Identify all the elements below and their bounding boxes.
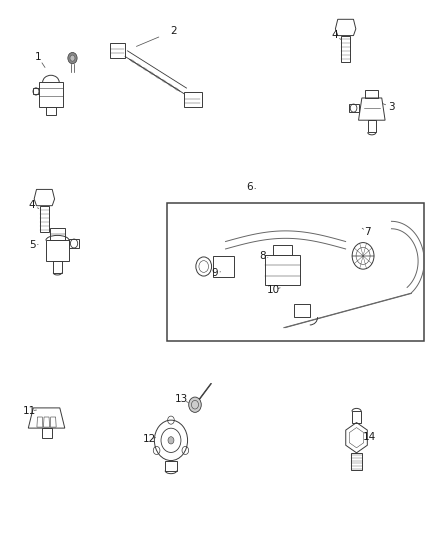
Text: 8: 8 xyxy=(259,251,266,261)
Text: 13: 13 xyxy=(175,394,188,405)
Text: 6: 6 xyxy=(246,182,253,192)
Text: 9: 9 xyxy=(211,268,218,278)
Circle shape xyxy=(70,55,75,61)
Bar xyxy=(166,203,424,341)
Text: 1: 1 xyxy=(35,52,41,61)
Text: 7: 7 xyxy=(364,227,371,237)
Text: 4: 4 xyxy=(29,200,35,211)
Text: 5: 5 xyxy=(29,240,35,250)
Text: 2: 2 xyxy=(170,26,177,36)
Text: 14: 14 xyxy=(363,432,376,442)
Text: 3: 3 xyxy=(388,102,395,112)
Text: 11: 11 xyxy=(22,406,36,416)
Text: 10: 10 xyxy=(267,286,280,295)
Circle shape xyxy=(168,437,174,444)
Text: 4: 4 xyxy=(332,30,338,41)
Text: 12: 12 xyxy=(142,434,156,445)
Circle shape xyxy=(189,397,201,413)
Circle shape xyxy=(68,52,77,64)
